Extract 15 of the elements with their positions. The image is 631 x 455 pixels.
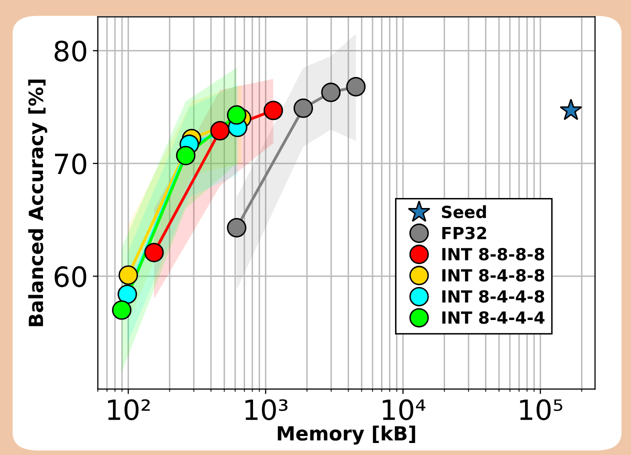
x-tick-label: 10³ — [245, 399, 288, 420]
x-tick-label: 10² — [108, 399, 150, 420]
x-tick-label: 10⁵ — [520, 399, 562, 420]
legend-label: INT 8-4-4-8 — [442, 290, 544, 303]
x-tick-label: 10⁴ — [382, 399, 426, 420]
legend-label: Seed — [442, 205, 486, 218]
x-axis-title: Memory [kB] — [278, 426, 416, 445]
y-axis-title: Balanced Accuracy [%] — [28, 80, 48, 326]
legend-label: INT 8-4-8-8 — [442, 268, 544, 282]
legend-label: INT 8-4-4-4 — [442, 311, 544, 324]
legend-label: FP32 — [442, 226, 486, 240]
legend-label: INT 8-8-8-8 — [442, 248, 544, 260]
y-tick-label: 70 — [55, 153, 86, 174]
y-tick-label: 80 — [54, 40, 86, 62]
y-tick-label: 60 — [54, 266, 86, 288]
